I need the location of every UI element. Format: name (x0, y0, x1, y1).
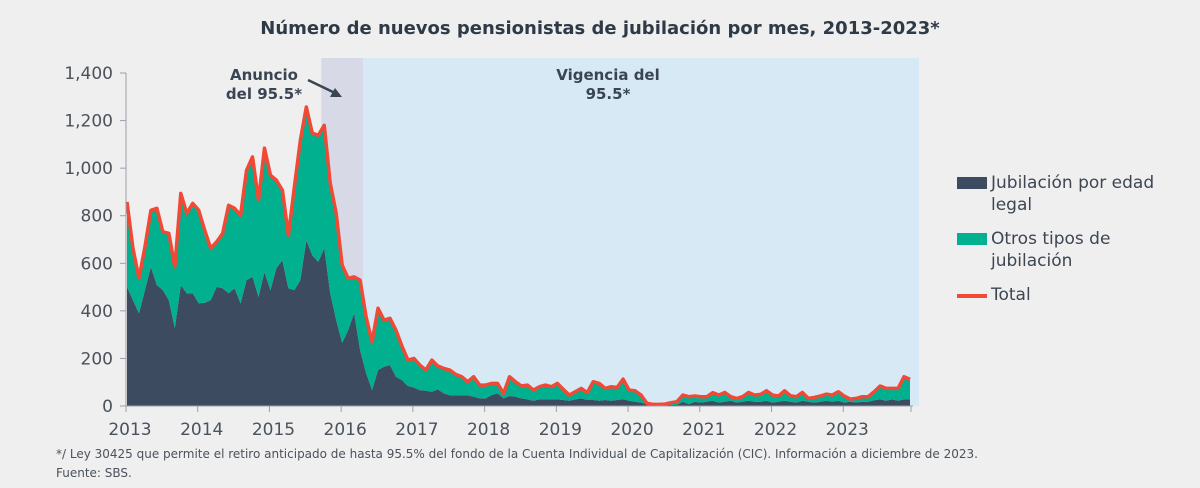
x-tick-label: 2023 (826, 420, 869, 440)
annotation-anuncio-line2: del 95.5* (226, 85, 302, 103)
x-tick-label: 2018 (467, 420, 510, 440)
line-series-total (125, 105, 911, 407)
y-tick-label: 0 (102, 397, 113, 417)
legend-label: Total (991, 285, 1031, 305)
y-tick-label: 1,000 (64, 159, 113, 179)
legend-item-otros: Otros tipos de jubilación (957, 228, 1157, 272)
legend-swatch-total (957, 294, 987, 298)
chart-title: Número de nuevos pensionistas de jubilac… (260, 18, 940, 39)
x-tick-label: 2014 (180, 420, 223, 440)
y-tick-label: 600 (81, 254, 113, 274)
x-tick-label: 2015 (252, 420, 295, 440)
annotation-arrowhead-icon (330, 88, 342, 97)
x-tick-label: 2021 (682, 420, 725, 440)
y-tick-label: 1,400 (64, 64, 113, 84)
x-tick-label: 2013 (108, 420, 151, 440)
y-tick-label: 400 (81, 302, 113, 322)
legend-swatch-otros (957, 233, 987, 245)
source-note: Fuente: SBS. (56, 466, 132, 480)
annotation-vigencia-line2: 95.5* (586, 85, 631, 103)
y-tick-label: 200 (81, 349, 113, 369)
legend-label: Jubilación por edad legal (991, 173, 1155, 215)
area-series-otros (127, 107, 910, 406)
x-tick-label: 2019 (539, 420, 582, 440)
annotation-arrow (307, 78, 336, 95)
shaded-region-vigencia (363, 58, 919, 406)
legend-item-edad-legal: Jubilación por edad legal (957, 172, 1157, 216)
legend-item-total: Total (957, 284, 1157, 306)
y-tick-label: 1,200 (64, 112, 113, 132)
annotation-vigencia-line1: Vigencia del (556, 66, 660, 84)
area-series-edad-legal (127, 240, 910, 406)
legend: Jubilación por edad legal Otros tipos de… (957, 172, 1157, 318)
legend-label: Otros tipos de jubilación (991, 229, 1111, 271)
x-tick-label: 2022 (754, 420, 797, 440)
footnote: */ Ley 30425 que permite el retiro antic… (56, 447, 978, 461)
x-tick-label: 2016 (324, 420, 367, 440)
x-tick-label: 2020 (610, 420, 653, 440)
annotation-anuncio-line1: Anuncio (230, 66, 298, 84)
y-tick-label: 800 (81, 207, 113, 227)
x-tick-label: 2017 (395, 420, 438, 440)
legend-swatch-edad-legal (957, 177, 987, 189)
